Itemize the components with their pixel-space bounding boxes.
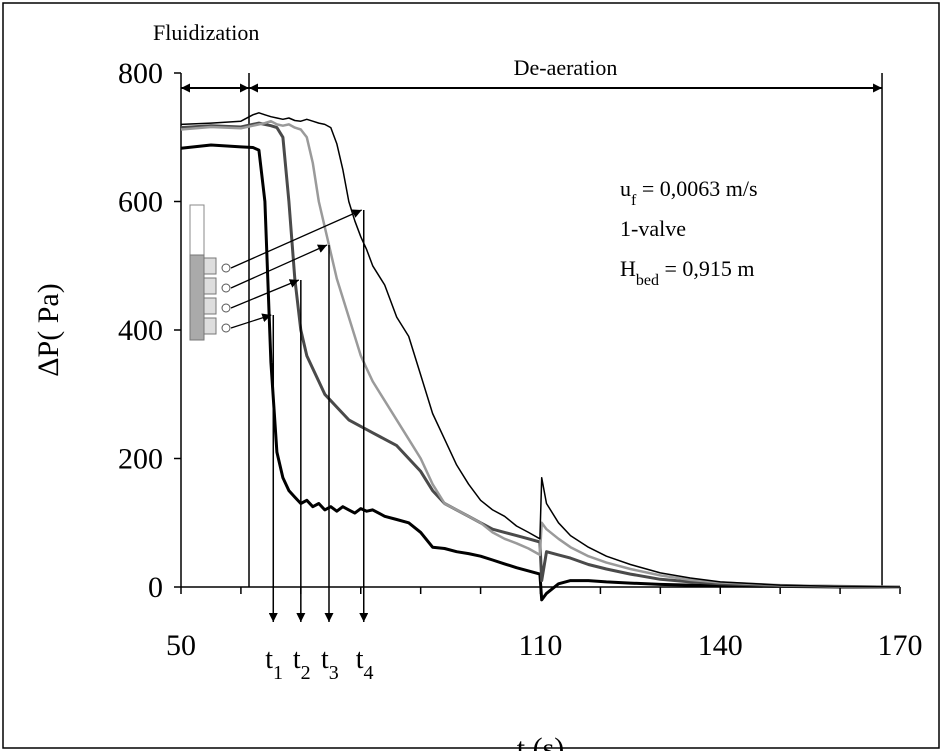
y-tick-label: 800 xyxy=(118,57,163,90)
marker-label: t3 xyxy=(321,644,339,684)
y-tick-label: 600 xyxy=(118,186,163,219)
marker-label-main: t xyxy=(293,644,301,675)
x-tick-label: 170 xyxy=(878,629,923,662)
annotation: Hbed = 0,915 m xyxy=(620,256,755,289)
sensor-arrow xyxy=(230,209,363,269)
x-tick-label: 110 xyxy=(519,629,563,662)
y-tick-label: 200 xyxy=(118,443,163,476)
sensor xyxy=(221,263,231,273)
marker-label-sub: 3 xyxy=(329,662,339,684)
x-tick-label: 140 xyxy=(698,629,743,662)
series-line xyxy=(180,119,901,589)
series-line xyxy=(180,121,901,589)
x-tick-label: 50 xyxy=(166,629,196,662)
series-line xyxy=(180,112,901,588)
marker-label: t1 xyxy=(265,644,283,684)
marker-label: t2 xyxy=(293,644,311,684)
marker-label-main: t xyxy=(356,644,364,675)
sensor xyxy=(221,303,231,313)
marker-label: t4 xyxy=(356,644,374,684)
valve xyxy=(203,317,217,335)
y-tick-label: 0 xyxy=(148,571,163,604)
x-axis-label: t (s) xyxy=(517,732,565,751)
marker-label-sub: 4 xyxy=(364,662,374,684)
annotation-sub: bed xyxy=(636,272,659,289)
annotation-main: H xyxy=(620,256,636,281)
series-line xyxy=(180,143,900,602)
marker-label-main: t xyxy=(321,644,329,675)
marker-label-sub: 2 xyxy=(301,662,311,684)
sensor-arrow xyxy=(230,279,300,309)
annotation: uf = 0,0063 m/s xyxy=(620,176,758,209)
annotation-rest: = 0,915 m xyxy=(659,256,755,281)
y-axis-label: ΔP( Pa) xyxy=(32,283,65,376)
sensor xyxy=(221,283,231,293)
annotation-main: 1-valve xyxy=(620,216,686,241)
annotation-rest: = 0,0063 m/s xyxy=(636,176,757,201)
valve xyxy=(203,257,217,275)
valve xyxy=(203,297,217,315)
sensor-arrow xyxy=(230,313,272,329)
annotation-sub: f xyxy=(631,192,637,209)
y-tick-label: 400 xyxy=(118,314,163,347)
sensor xyxy=(221,323,231,333)
sensor-inset xyxy=(189,204,231,341)
sensor-arrow xyxy=(230,244,328,289)
annotation: 1-valve xyxy=(620,216,686,241)
bed xyxy=(189,254,205,341)
marker-label-sub: 1 xyxy=(273,662,283,684)
phase-label: Fluidization xyxy=(153,20,259,45)
phase-label: De-aeration xyxy=(514,55,618,80)
marker-label-main: t xyxy=(265,644,273,675)
valve xyxy=(203,277,217,295)
annotation-main: u xyxy=(620,176,631,201)
